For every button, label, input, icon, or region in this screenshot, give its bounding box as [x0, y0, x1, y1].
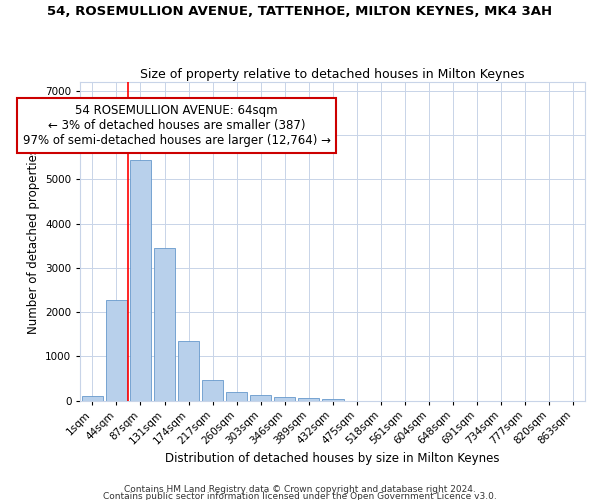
X-axis label: Distribution of detached houses by size in Milton Keynes: Distribution of detached houses by size … — [166, 452, 500, 465]
Y-axis label: Number of detached properties: Number of detached properties — [27, 148, 40, 334]
Bar — [250, 395, 271, 400]
Bar — [202, 380, 223, 400]
Bar — [130, 160, 151, 400]
Text: Contains HM Land Registry data © Crown copyright and database right 2024.: Contains HM Land Registry data © Crown c… — [124, 486, 476, 494]
Bar — [82, 396, 103, 400]
Bar — [154, 248, 175, 400]
Bar — [226, 392, 247, 400]
Bar — [106, 300, 127, 400]
Bar — [322, 399, 344, 400]
Text: 54 ROSEMULLION AVENUE: 64sqm
← 3% of detached houses are smaller (387)
97% of se: 54 ROSEMULLION AVENUE: 64sqm ← 3% of det… — [23, 104, 331, 148]
Bar — [178, 342, 199, 400]
Text: Contains public sector information licensed under the Open Government Licence v3: Contains public sector information licen… — [103, 492, 497, 500]
Bar — [274, 397, 295, 400]
Title: Size of property relative to detached houses in Milton Keynes: Size of property relative to detached ho… — [140, 68, 525, 81]
Text: 54, ROSEMULLION AVENUE, TATTENHOE, MILTON KEYNES, MK4 3AH: 54, ROSEMULLION AVENUE, TATTENHOE, MILTO… — [47, 5, 553, 18]
Bar — [298, 398, 319, 400]
